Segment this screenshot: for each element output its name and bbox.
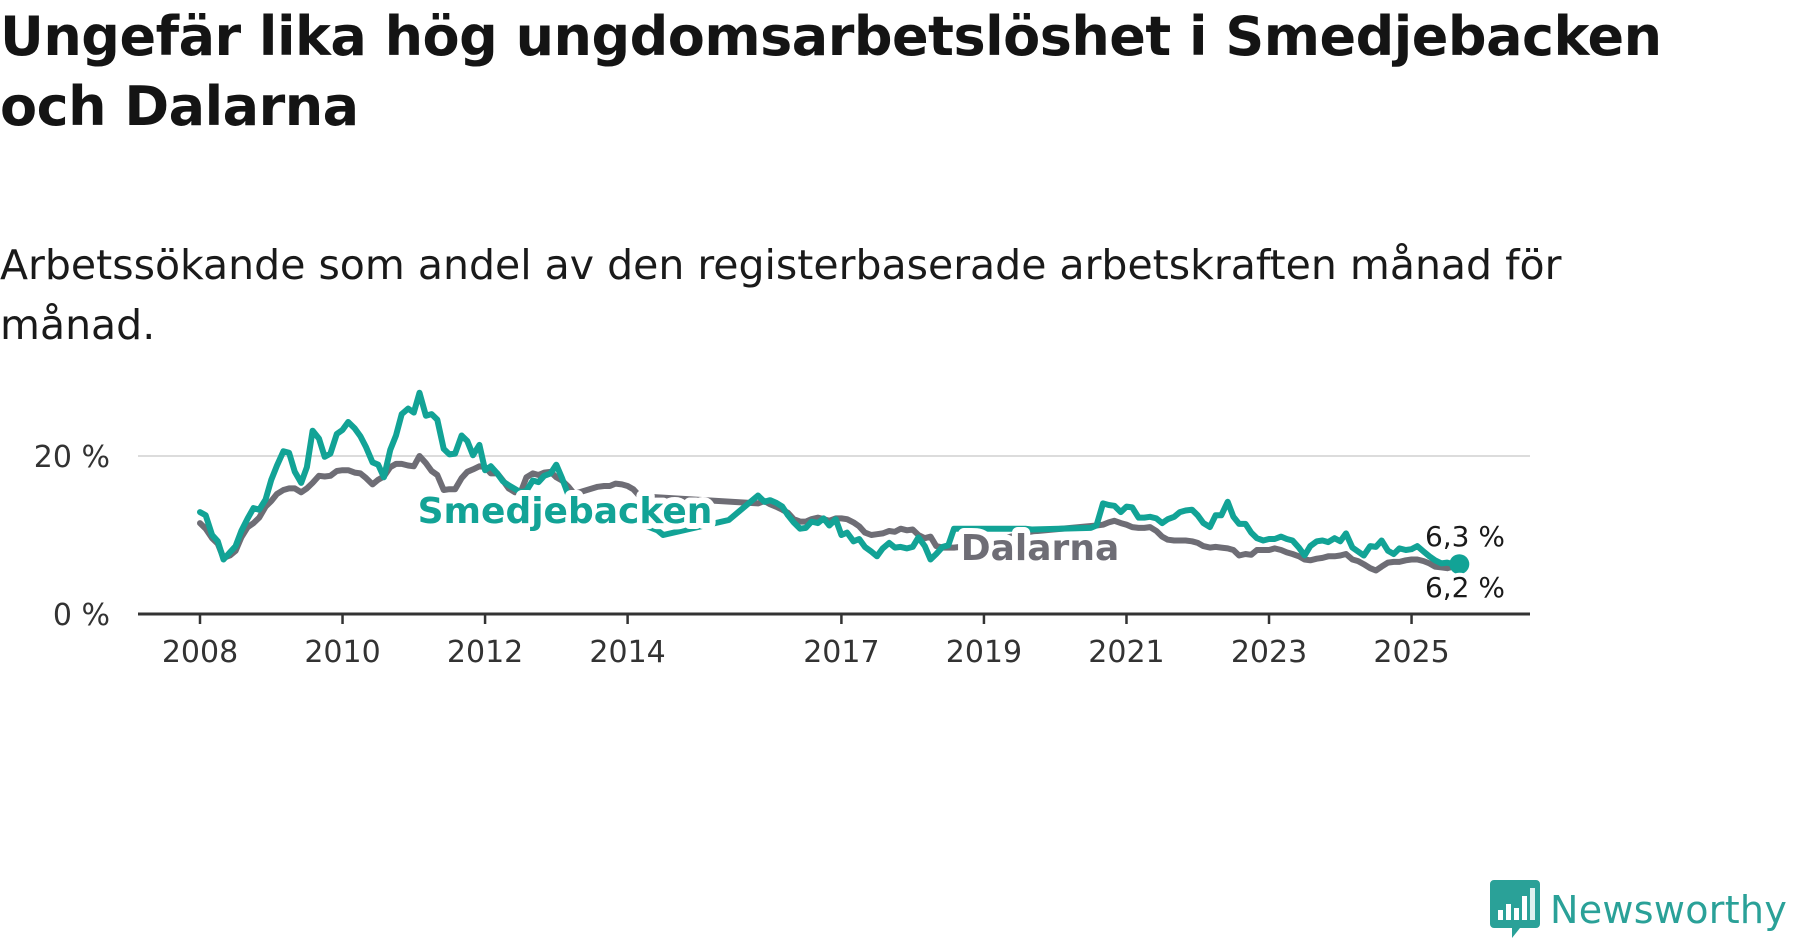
- chart-subtitle: Arbetssökande som andel av den registerb…: [0, 241, 1562, 349]
- smedjebacken-end-marker: [1449, 554, 1470, 575]
- newsworthy-logo[interactable]: Newsworthy: [1490, 880, 1787, 940]
- dalarna-series-label: Dalarna: [961, 528, 1119, 569]
- newsworthy-chart-icon: [1490, 880, 1540, 938]
- x-tick-label: 2010: [304, 635, 380, 670]
- series-layer: [197, 389, 1463, 574]
- x-tick-label: 2025: [1373, 635, 1449, 670]
- x-tick-label: 2017: [803, 635, 879, 670]
- x-tick-label: 2012: [447, 635, 523, 670]
- y-tick-label: 0 %: [53, 598, 110, 633]
- smedjebacken-series-line: [197, 389, 1463, 568]
- axis-layer: 0 % 20 % 2008 2010 2012 2014 2017 2019 2021 2023 2…: [34, 440, 1530, 670]
- y-tick-label: 20 %: [34, 440, 110, 475]
- smedjebacken-end-value-label: 6,3 %: [1425, 520, 1505, 553]
- dalarna-end-value-label: 6,2 %: [1425, 571, 1505, 604]
- smedjebacken-series-label: Smedjebacken: [418, 491, 713, 532]
- brand-name: Newsworthy: [1550, 888, 1788, 932]
- label-layer: Dalarna Smedjebacken 6,3 % 6,2 %: [412, 485, 1509, 608]
- x-tick-label: 2023: [1231, 635, 1307, 670]
- x-tick-label: 2008: [162, 635, 238, 670]
- dalarna-series-line: [197, 453, 1463, 574]
- x-tick-label: 2014: [589, 635, 665, 670]
- chart-title: Ungefär lika hög ungdomsarbetslöshet i S…: [0, 5, 1662, 138]
- x-tick-label: 2021: [1088, 635, 1164, 670]
- x-tick-label: 2019: [946, 635, 1022, 670]
